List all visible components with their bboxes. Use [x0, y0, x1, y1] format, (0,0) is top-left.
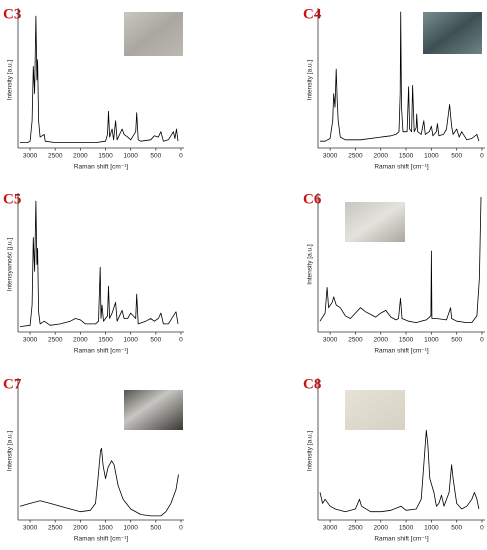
- x-tick-label: 0: [179, 153, 183, 160]
- y-axis-title: Intensity [a.u.]: [307, 244, 314, 285]
- spectrum-line: [319, 196, 482, 323]
- spectrum-line: [320, 11, 480, 142]
- y-axis-title: Intensity [a.u.]: [7, 60, 14, 101]
- x-tick-label: 2500: [348, 525, 363, 532]
- x-tick-label: 1000: [424, 153, 439, 160]
- x-tick-label: 2500: [48, 525, 63, 532]
- x-tick-label: 500: [150, 153, 161, 160]
- x-tick-label: 1000: [123, 525, 138, 532]
- spectrum-line: [19, 447, 179, 517]
- x-tick-label: 3000: [23, 337, 38, 344]
- panel-label: C4: [303, 6, 322, 22]
- panel-label: C8: [303, 376, 321, 392]
- x-tick-label: 1500: [399, 525, 414, 532]
- x-tick-label: 2000: [73, 153, 88, 160]
- x-tick-label: 3000: [23, 525, 38, 532]
- x-tick-label: 2000: [374, 525, 389, 532]
- x-tick-label: 1000: [424, 525, 439, 532]
- x-tick-label: 2000: [374, 153, 389, 160]
- x-tick-label: 1500: [98, 525, 113, 532]
- x-tick-label: 2500: [348, 153, 363, 160]
- x-tick-label: 0: [179, 337, 183, 344]
- x-tick-label: 0: [480, 525, 484, 532]
- y-axis-title: Intensywność [j.u.]: [7, 238, 14, 292]
- spectrum-line: [319, 429, 480, 513]
- panel-label: C5: [3, 191, 21, 207]
- x-tick-label: 1000: [424, 337, 439, 344]
- x-tick-label: 500: [451, 337, 462, 344]
- y-axis-title: Intensity [a.u.]: [307, 431, 314, 472]
- x-tick-label: 1500: [98, 153, 113, 160]
- x-tick-label: 1500: [399, 153, 414, 160]
- sample-photo: [124, 390, 183, 430]
- panel-label: C6: [303, 191, 322, 207]
- x-tick-label: 2500: [48, 337, 63, 344]
- x-tick-label: 3000: [323, 153, 338, 160]
- x-tick-label: 3000: [23, 153, 38, 160]
- x-tick-label: 2000: [374, 337, 389, 344]
- spectrum-line: [19, 200, 179, 327]
- x-tick-label: 1500: [98, 337, 113, 344]
- x-tick-label: 2500: [48, 153, 63, 160]
- x-tick-label: 0: [480, 153, 484, 160]
- x-tick-label: 500: [451, 153, 462, 160]
- x-tick-label: 2000: [73, 525, 88, 532]
- x-tick-label: 1000: [123, 153, 138, 160]
- x-axis-title: Raman shift [cm⁻¹]: [374, 164, 429, 171]
- x-tick-label: 500: [150, 337, 161, 344]
- x-tick-label: 500: [150, 525, 161, 532]
- sample-photo: [345, 202, 405, 242]
- x-tick-label: 0: [179, 525, 183, 532]
- x-axis-title: Raman shift [cm⁻¹]: [74, 348, 129, 355]
- x-tick-label: 500: [451, 525, 462, 532]
- sample-photo: [124, 12, 183, 56]
- x-tick-label: 2000: [73, 337, 88, 344]
- x-tick-label: 3000: [323, 337, 338, 344]
- x-axis-title: Raman shift [cm⁻¹]: [374, 348, 429, 355]
- x-tick-label: 0: [480, 337, 484, 344]
- x-axis-title: Raman shift [cm⁻¹]: [374, 536, 429, 543]
- sample-photo: [345, 390, 405, 430]
- spectrum-line: [20, 15, 179, 143]
- sample-photo: [423, 12, 482, 54]
- x-tick-label: 1000: [123, 337, 138, 344]
- panel-label: C3: [3, 6, 21, 22]
- x-tick-label: 1500: [399, 337, 414, 344]
- x-tick-label: 3000: [323, 525, 338, 532]
- y-axis-title: Intensity [a.u.]: [7, 431, 14, 472]
- x-axis-title: Raman shift [cm⁻¹]: [74, 164, 129, 171]
- y-axis-title: Intensity [a.u.]: [307, 60, 314, 101]
- x-axis-title: Raman shift [cm⁻¹]: [74, 536, 129, 543]
- x-tick-label: 2500: [348, 337, 363, 344]
- panel-label: C7: [3, 376, 22, 392]
